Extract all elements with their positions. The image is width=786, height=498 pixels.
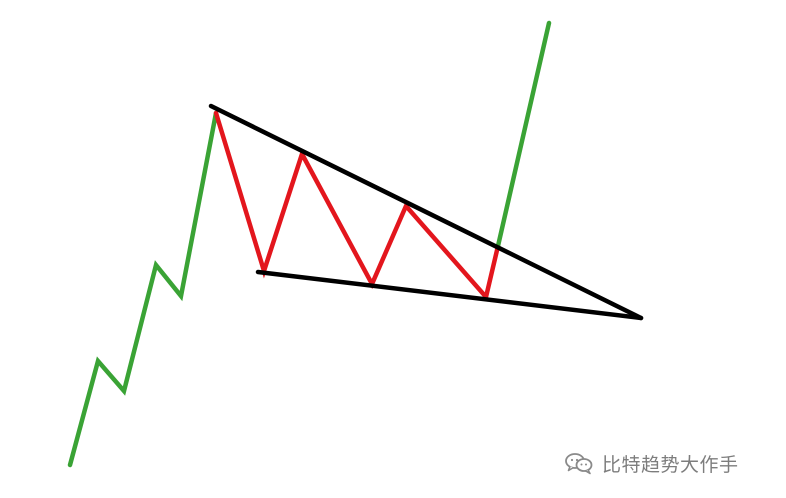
- breakout-leg: [495, 20, 552, 249]
- lower-trendline: [255, 269, 644, 321]
- uptrend-leg: [67, 110, 219, 468]
- upper-trendline: [208, 103, 644, 321]
- chat-bubbles-icon: [565, 453, 593, 475]
- watermark-text: 比特趋势大作手: [602, 453, 739, 476]
- watermark: 比特趋势大作手: [564, 449, 739, 477]
- wedge-swings: [213, 110, 501, 302]
